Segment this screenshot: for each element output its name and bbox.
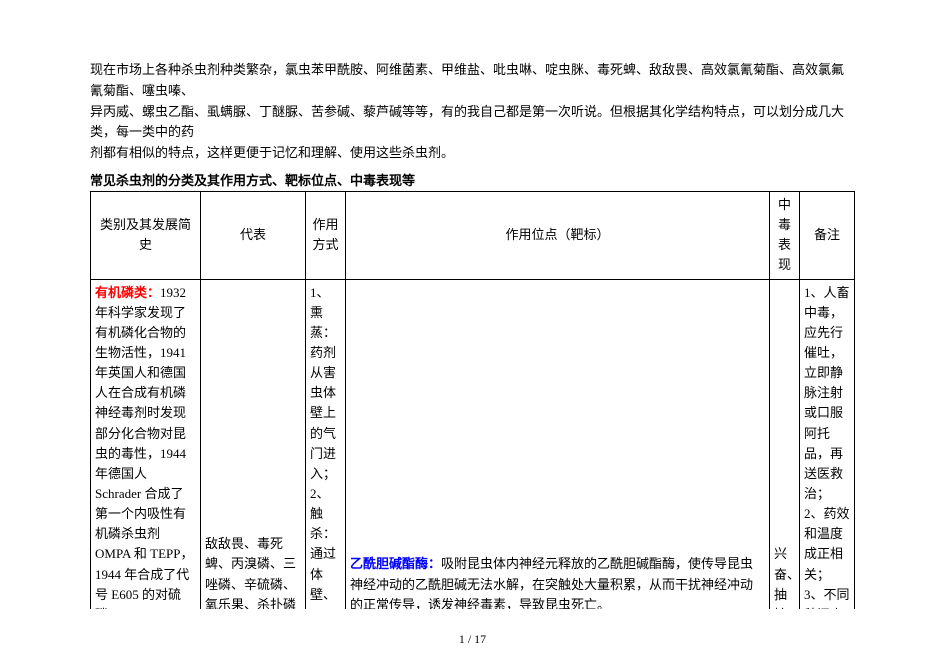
target-name: 乙酰胆碱酯酶：: [350, 556, 441, 571]
table-row: 有机磷类：1932 年科学家发现了有机磷化合物的生物活性，1941 年英国人和德…: [91, 279, 855, 609]
pesticide-table: 类别及其发展简史 代表 作用方式 作用位点（靶标） 中毒表现 备注 有机磷类：1…: [90, 191, 855, 609]
col-header-note: 备注: [800, 191, 855, 279]
cell-site: 乙酰胆碱酯酶：吸附昆虫体内神经元释放的乙酰胆碱酯酶，使传导昆虫神经冲动的乙酰胆碱…: [346, 279, 770, 609]
intro-line-3: 剂都有相似的特点，这样更便于记忆和理解、使用这些杀虫剂。: [90, 143, 855, 164]
intro-line-1: 现在市场上各种杀虫剂种类繁杂，氯虫苯甲酰胺、阿维菌素、甲维盐、吡虫啉、啶虫脒、毒…: [90, 60, 855, 102]
cell-rep: 敌敌畏、毒死蜱、丙溴磷、三唑磷、辛硫磷、氧乐果、杀扑磷等: [201, 279, 306, 609]
cell-mode: 1、熏蒸：药剂从害虫体壁上的气门进入； 2、触杀：通过体壁、口器、体壁（节间膜）…: [306, 279, 346, 609]
col-header-history: 类别及其发展简史: [91, 191, 201, 279]
col-header-site: 作用位点（靶标）: [346, 191, 770, 279]
intro-paragraph: 现在市场上各种杀虫剂种类繁杂，氯虫苯甲酰胺、阿维菌素、甲维盐、吡虫啉、啶虫脒、毒…: [90, 60, 855, 164]
category-name: 有机磷类：: [95, 285, 160, 300]
page-number: 1 / 17: [0, 632, 945, 647]
table-clip: 类别及其发展简史 代表 作用方式 作用位点（靶标） 中毒表现 备注 有机磷类：1…: [90, 189, 855, 609]
col-header-sym: 中毒表现: [770, 191, 800, 279]
cell-note: 1、人畜中毒，应先行催吐，立即静脉注射或口服阿托品，再送医救治； 2、药效和温度…: [800, 279, 855, 609]
cell-sym: 兴奋、抽搐: [770, 279, 800, 609]
cell-history: 有机磷类：1932 年科学家发现了有机磷化合物的生物活性，1941 年英国人和德…: [91, 279, 201, 609]
document-page: 现在市场上各种杀虫剂种类繁杂，氯虫苯甲酰胺、阿维菌素、甲维盐、吡虫啉、啶虫脒、毒…: [0, 0, 945, 669]
history-body: 1932 年科学家发现了有机磷化合物的生物活性，1941 年英国人和德国人在合成…: [95, 285, 194, 609]
intro-line-2: 异丙威、螺虫乙酯、虱螨脲、丁醚脲、苦参碱、藜芦碱等等，有的我自己都是第一次听说。…: [90, 102, 855, 144]
col-header-mode: 作用方式: [306, 191, 346, 279]
table-header-row: 类别及其发展简史 代表 作用方式 作用位点（靶标） 中毒表现 备注: [91, 191, 855, 279]
table-title: 常见杀虫剂的分类及其作用方式、靶标位点、中毒表现等: [90, 170, 855, 189]
col-header-rep: 代表: [201, 191, 306, 279]
